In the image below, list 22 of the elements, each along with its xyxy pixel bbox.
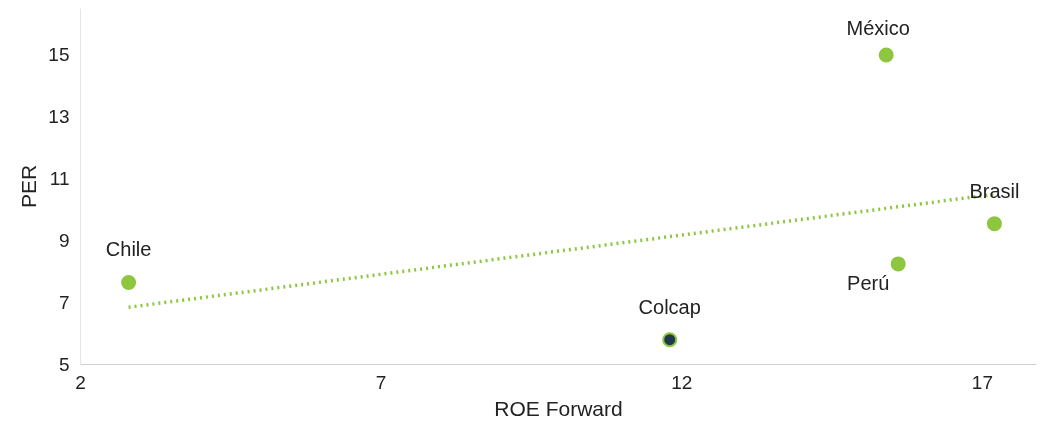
annotation: Chile (105, 238, 152, 261)
y-tick-label: 11 (49, 168, 70, 190)
point (890, 256, 906, 272)
annotation: Perú (847, 271, 890, 294)
point (878, 47, 894, 63)
x-tick-label: 2 (75, 371, 86, 393)
point (662, 332, 678, 348)
point (986, 216, 1002, 232)
annotation: Brasil (969, 179, 1020, 202)
point (121, 274, 137, 290)
annotation: Colcap (638, 295, 701, 318)
x-tick-label: 7 (375, 371, 387, 393)
x-axis-title: ROE Forward (494, 396, 623, 420)
y-tick-label: 15 (48, 44, 70, 66)
y-tick-label: 13 (48, 106, 70, 128)
y-axis-title: PER (17, 164, 41, 209)
y-tick-label: 5 (58, 354, 70, 375)
x-tick-label: 12 (671, 371, 693, 393)
annotation: México (846, 16, 910, 39)
y-tick-label: 7 (58, 292, 70, 314)
y-tick-label: 9 (58, 230, 70, 252)
x-tick-label: 17 (971, 371, 993, 393)
